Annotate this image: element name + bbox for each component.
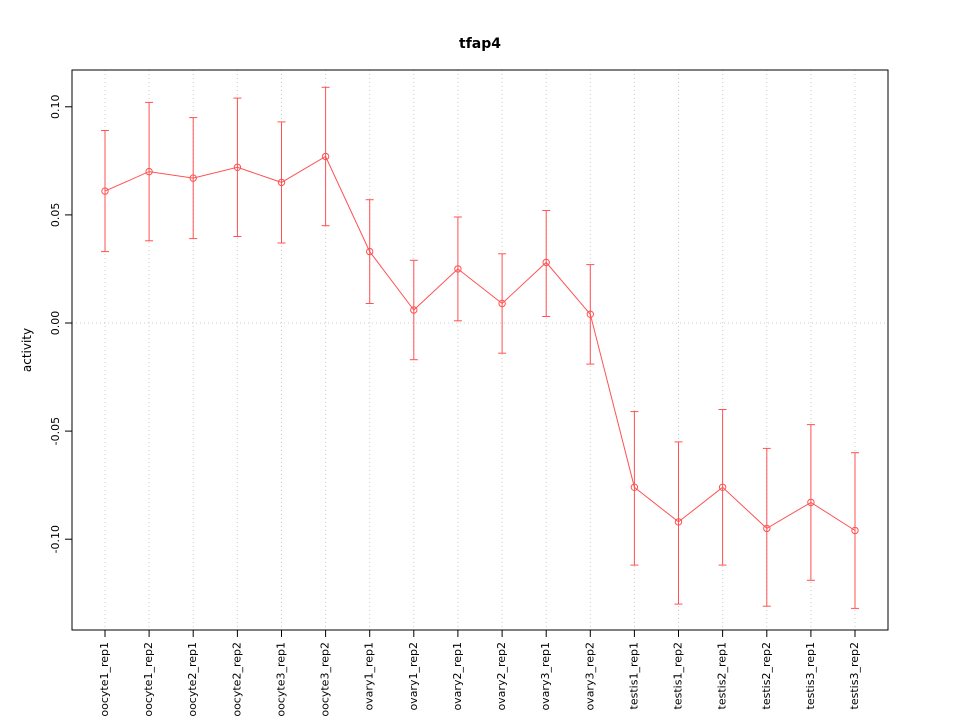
x-tick-label: testis3_rep2 (848, 642, 861, 709)
chart-title: tfap4 (459, 36, 501, 52)
x-tick-label: ovary3_rep1 (539, 642, 552, 711)
x-tick-label: testis2_rep2 (760, 642, 773, 709)
data-point (277, 178, 286, 187)
x-tick-label: oocyte3_rep2 (319, 642, 332, 717)
x-tick-label: oocyte3_rep1 (275, 642, 288, 717)
series-line (104, 155, 856, 531)
x-tick-label: testis2_rep1 (716, 642, 729, 709)
x-tick-label: ovary3_rep2 (583, 642, 596, 711)
x-tick-label: ovary1_rep2 (407, 642, 420, 711)
x-tick-label: oocyte1_rep2 (142, 642, 155, 717)
data-point (674, 518, 683, 526)
data-point (542, 258, 550, 267)
data-point (586, 310, 594, 318)
data-point (807, 498, 815, 507)
y-tick-label: -0.05 (49, 417, 62, 445)
x-tick-label: testis1_rep2 (672, 642, 685, 709)
plot-border (71, 69, 889, 631)
x-tick-label: ovary2_rep1 (451, 642, 464, 711)
data-point (101, 187, 109, 195)
y-tick-label: 0.00 (49, 311, 62, 336)
data-point (145, 167, 153, 176)
x-tick-label: testis1_rep1 (627, 642, 640, 709)
x-tick-label: oocyte2_rep2 (230, 642, 243, 717)
data-point (498, 299, 506, 308)
x-tick-label: oocyte1_rep1 (98, 642, 111, 717)
data-point (321, 152, 330, 161)
y-tick-label: 0.05 (49, 203, 62, 228)
x-tick-label: oocyte2_rep1 (186, 642, 199, 717)
data-point (366, 247, 374, 256)
data-point (233, 163, 242, 172)
data-point (454, 265, 462, 273)
data-point (189, 174, 197, 182)
data-point (763, 524, 771, 533)
y-tick-label: 0.10 (49, 95, 62, 120)
data-point (630, 483, 639, 491)
y-tick-label: -0.10 (49, 525, 62, 553)
x-tick-label: testis3_rep1 (804, 642, 817, 709)
data-point (851, 526, 859, 535)
data-point (718, 483, 727, 491)
x-tick-label: ovary1_rep1 (363, 642, 376, 711)
data-point (410, 306, 418, 314)
x-tick-label: ovary2_rep2 (495, 642, 508, 711)
